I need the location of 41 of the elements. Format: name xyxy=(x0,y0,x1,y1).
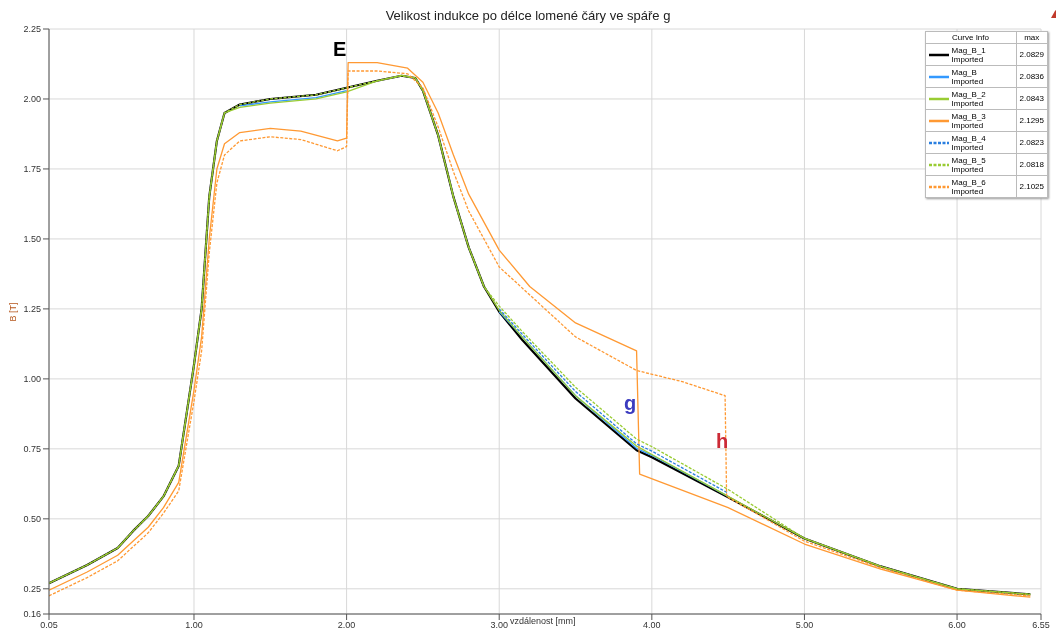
legend-label: Mag_B_4 Imported xyxy=(951,133,987,152)
chart-title: Velikost indukce po délce lomené čáry ve spáře g xyxy=(384,8,672,23)
legend-label: Mag_B Imported xyxy=(951,67,985,86)
x-tick-label: 0.05 xyxy=(40,620,58,631)
annotation: 2.0829 xyxy=(1016,43,1048,66)
legend-label: Mag_B_1 Imported xyxy=(951,45,987,64)
annotation: 2.0818 xyxy=(1016,153,1048,176)
y-tick-label: 1.75 xyxy=(23,164,41,175)
x-tick-label: 2.00 xyxy=(337,620,356,631)
x-axis-title: vzdálenost [mm] xyxy=(508,616,578,626)
y-tick-label: 0.75 xyxy=(23,444,41,455)
annotation: E xyxy=(333,38,347,61)
annotation: h xyxy=(716,430,729,453)
annotation: 2.1295 xyxy=(1016,109,1048,132)
x-tick-label: 6.55 xyxy=(1032,620,1050,631)
annotation: 2.0843 xyxy=(1016,87,1048,110)
annotation: 2.0836 xyxy=(1016,65,1048,88)
legend-label: Mag_B_5 Imported xyxy=(951,155,987,174)
legend-label: Mag_B_6 Imported xyxy=(951,177,987,196)
annotation: g xyxy=(624,392,637,415)
y-tick-label: 1.00 xyxy=(23,374,41,385)
x-tick-label: 4.00 xyxy=(643,620,661,631)
y-tick-label: 2.25 xyxy=(23,24,41,35)
y-tick-label: 1.25 xyxy=(23,304,41,315)
x-tick-label: 5.00 xyxy=(795,620,814,631)
x-tick-label: 3.00 xyxy=(490,620,508,631)
annotation: 2.0823 xyxy=(1016,131,1048,154)
y-tick-label: 0.25 xyxy=(23,584,41,594)
x-tick-label: 6.00 xyxy=(948,620,966,631)
legend-label: Mag_B_3 Imported xyxy=(951,111,987,130)
annotation: max xyxy=(1016,31,1048,44)
legend-title: Curve Info xyxy=(925,31,1017,44)
y-tick-label: 1.50 xyxy=(23,234,41,245)
x-tick-label: 1.00 xyxy=(185,620,203,631)
y-tick-label: 0.16 xyxy=(23,609,41,620)
y-tick-label: 2.00 xyxy=(23,94,41,105)
line-series xyxy=(498,308,729,494)
y-axis-title: B [T] xyxy=(8,302,19,322)
y-tick-label: 0.50 xyxy=(23,514,41,525)
annotation: 2.1025 xyxy=(1016,175,1048,198)
legend-label: Mag_B_2 Imported xyxy=(951,89,987,108)
